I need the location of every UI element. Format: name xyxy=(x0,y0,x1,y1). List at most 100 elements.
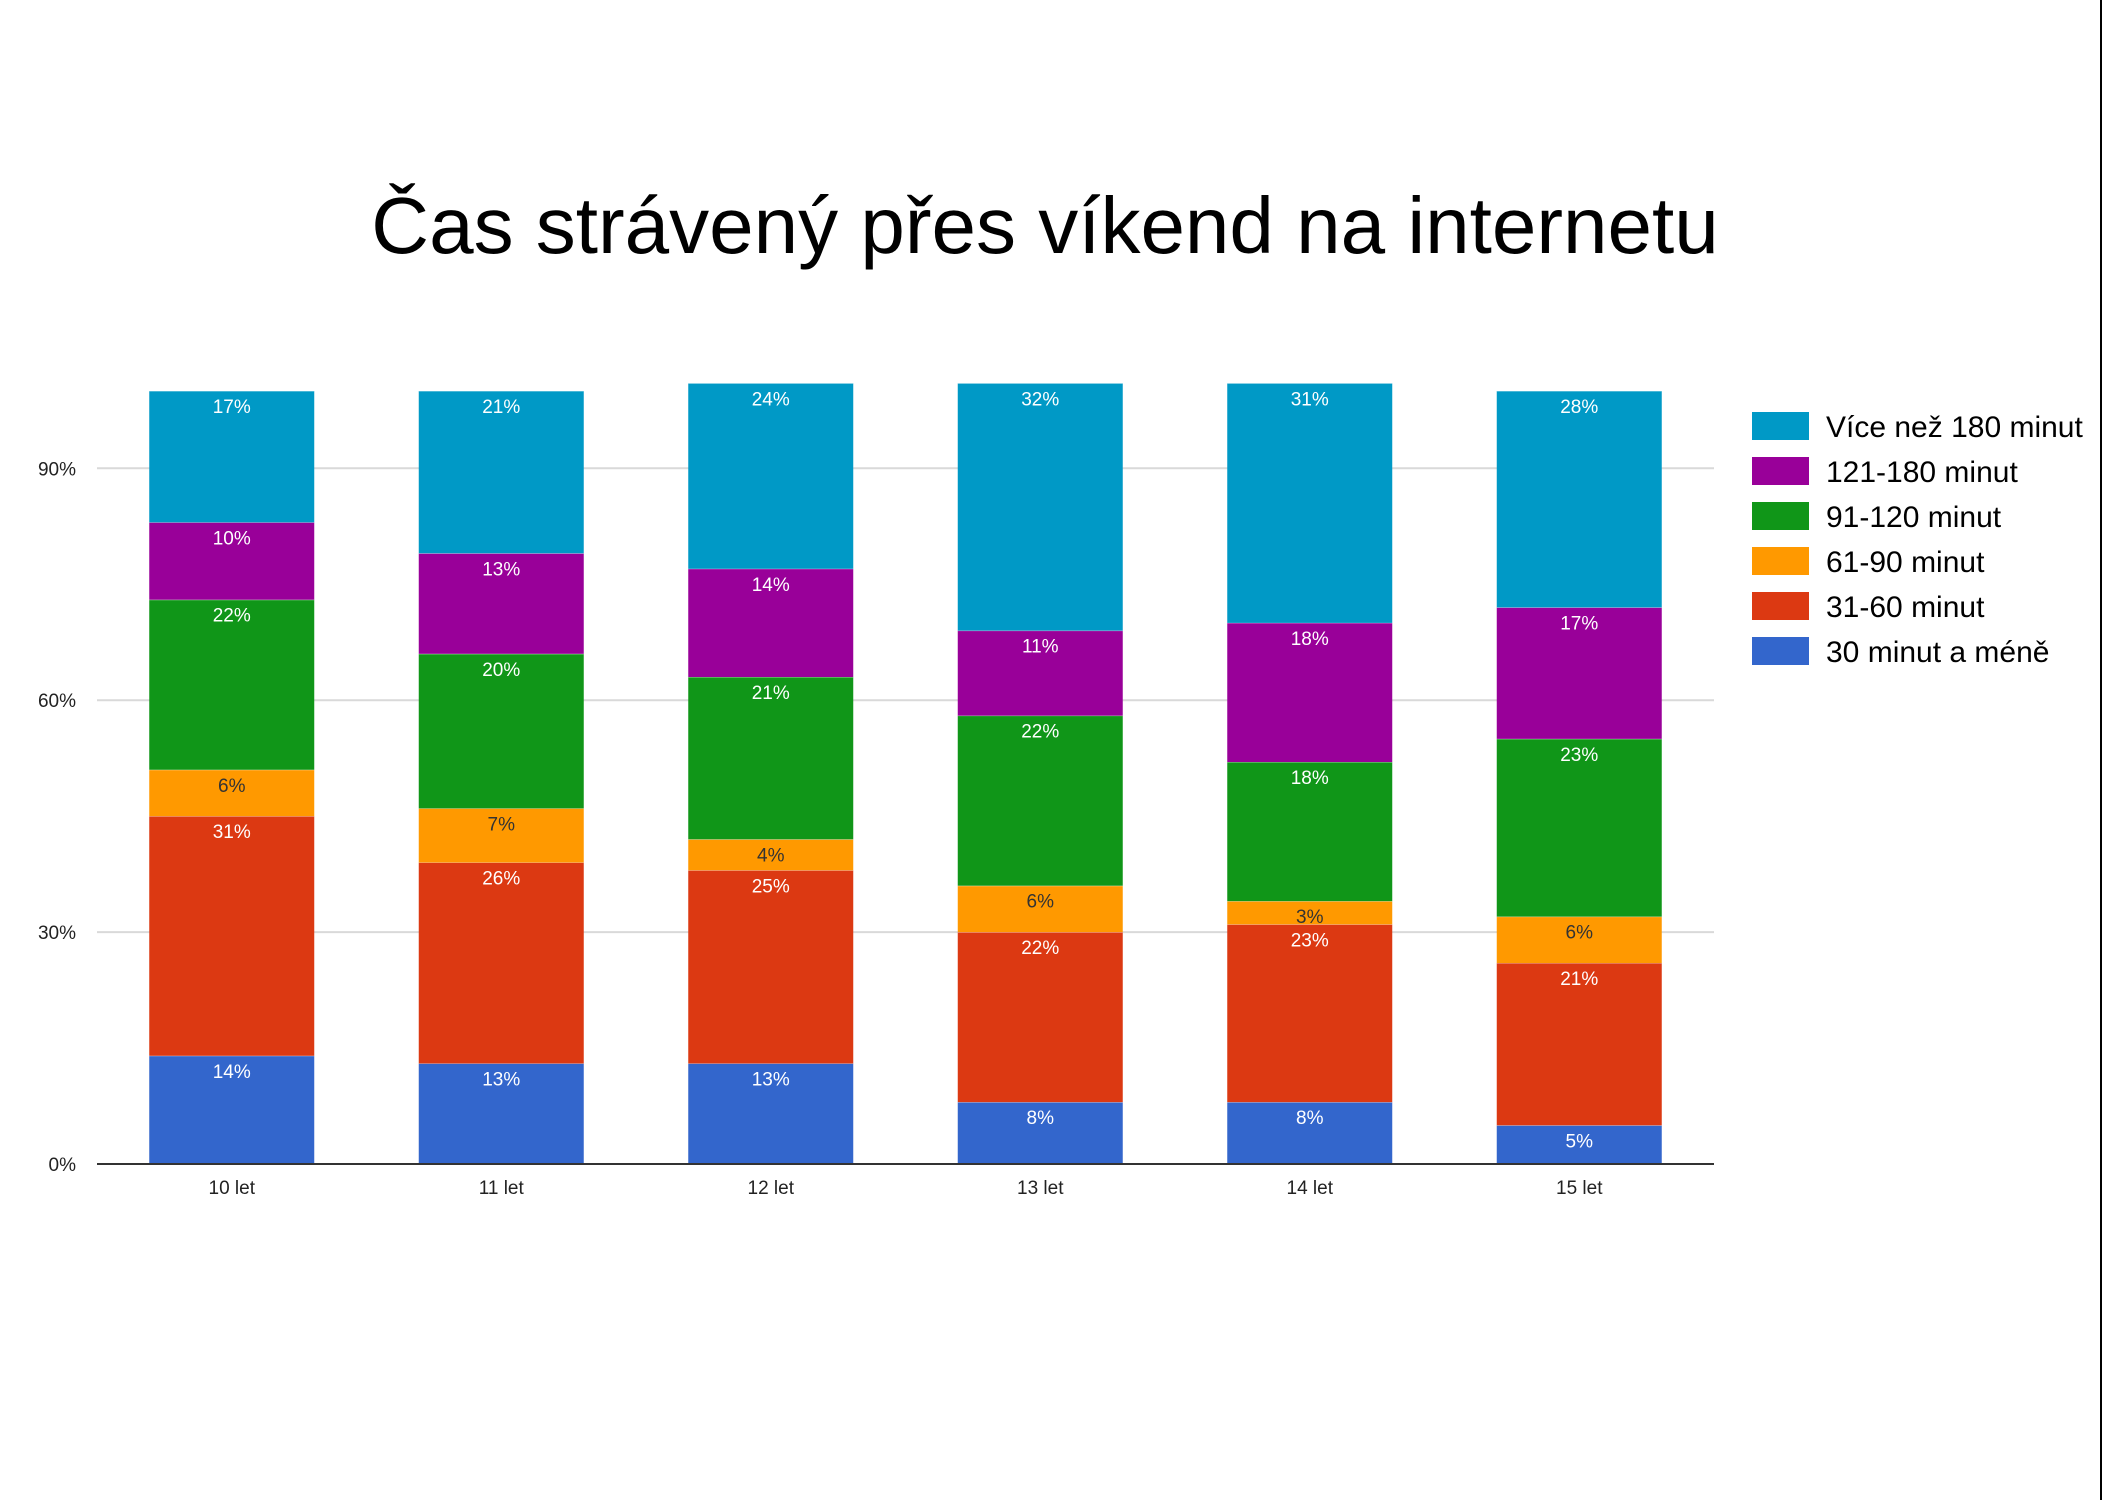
bar-segment xyxy=(688,839,854,871)
bar-segment xyxy=(688,383,854,569)
bar-segment xyxy=(1227,924,1393,1103)
bar-segment xyxy=(418,1063,584,1164)
data-label: 24% xyxy=(752,389,790,410)
bar-segment xyxy=(1496,1125,1662,1164)
data-label: 13% xyxy=(482,1070,520,1091)
bars xyxy=(149,382,1662,1164)
bar-segment xyxy=(418,553,584,654)
bar-segment xyxy=(149,816,315,1056)
axes: 0% 30% 60% 90% 10 let 11 let 12 let 13 let 14 le… xyxy=(38,459,1714,1199)
legend: Více než 180 minut 121-180 minut 91-120 mi… xyxy=(1752,411,2083,669)
data-label: 6% xyxy=(218,776,246,797)
legend-swatch xyxy=(1752,412,1809,440)
bar-segment xyxy=(418,808,584,863)
bar-segment xyxy=(1227,383,1393,623)
gridlines xyxy=(97,467,1714,934)
data-label: 3% xyxy=(1296,907,1324,928)
data-label: 22% xyxy=(1021,722,1059,743)
bar-segment xyxy=(1496,738,1662,917)
data-label: 21% xyxy=(1560,969,1598,990)
data-label: 31% xyxy=(1291,389,1329,410)
data-label: 20% xyxy=(482,660,520,681)
data-label: 13% xyxy=(482,559,520,580)
bar-segment xyxy=(957,383,1123,631)
data-label: 8% xyxy=(1027,1108,1055,1129)
bar-segment xyxy=(149,1055,315,1164)
bar-segment xyxy=(1496,391,1662,608)
data-label: 21% xyxy=(752,683,790,704)
data-label: 14% xyxy=(752,575,790,596)
x-tick-label: 10 let xyxy=(209,1178,256,1199)
data-labels: 14% 31% 6% 22% 10% 17% 13% 26% 7% 20% 13% 21% 13% 25%… xyxy=(213,389,1599,1152)
data-label: 6% xyxy=(1566,923,1594,944)
bar-segment xyxy=(149,522,315,600)
bar-segment xyxy=(688,870,854,1064)
bar-segment xyxy=(418,391,584,554)
bar-segment xyxy=(957,1102,1123,1164)
bar-segment xyxy=(957,715,1123,886)
bar-segment xyxy=(149,769,315,817)
data-label: 21% xyxy=(482,397,520,418)
data-label: 6% xyxy=(1027,892,1055,913)
x-tick-label: 14 let xyxy=(1287,1178,1334,1199)
data-label: 17% xyxy=(213,397,251,418)
data-label: 13% xyxy=(752,1070,790,1091)
legend-label: 31-60 minut xyxy=(1826,591,1985,624)
bar-segment xyxy=(1496,916,1662,964)
bar-segment xyxy=(688,568,854,678)
data-label: 10% xyxy=(213,528,251,549)
legend-label: 91-120 minut xyxy=(1826,501,2002,534)
bar-segment xyxy=(957,630,1123,716)
data-label: 14% xyxy=(213,1062,251,1083)
bar-segment xyxy=(1227,762,1393,902)
right-edge-line xyxy=(2100,0,2102,1500)
chart-title: Čas strávený přes víkend na internetu xyxy=(371,181,1719,270)
x-tick-label: 12 let xyxy=(748,1178,795,1199)
x-tick-label: 11 let xyxy=(479,1178,525,1199)
bar-segment xyxy=(418,862,584,1064)
y-tick-label: 60% xyxy=(38,691,76,712)
bar-segment xyxy=(688,1063,854,1164)
legend-label: Více než 180 minut xyxy=(1826,411,2083,444)
bar-segment xyxy=(1227,1102,1393,1164)
data-label: 23% xyxy=(1291,930,1329,951)
legend-label: 61-90 minut xyxy=(1826,546,1985,579)
data-label: 11% xyxy=(1022,637,1059,658)
bar-segment xyxy=(1496,607,1662,739)
bar-segment xyxy=(688,677,854,840)
legend-swatch xyxy=(1752,547,1809,575)
data-label: 25% xyxy=(752,876,790,897)
bar-segment xyxy=(149,599,315,770)
data-label: 32% xyxy=(1021,389,1059,410)
bar-segment xyxy=(957,885,1123,933)
data-label: 8% xyxy=(1296,1108,1324,1129)
data-label: 23% xyxy=(1560,745,1598,766)
x-tick-label: 13 let xyxy=(1017,1178,1064,1199)
data-label: 28% xyxy=(1560,397,1598,418)
y-tick-label: 30% xyxy=(38,923,76,944)
data-label: 5% xyxy=(1566,1131,1594,1152)
y-tick-label: 90% xyxy=(38,459,76,480)
data-label: 31% xyxy=(213,822,251,843)
data-label: 17% xyxy=(1560,613,1598,634)
data-label: 18% xyxy=(1291,629,1329,650)
legend-swatch xyxy=(1752,637,1809,665)
data-label: 7% xyxy=(488,814,516,835)
data-label: 18% xyxy=(1291,768,1329,789)
legend-swatch xyxy=(1752,457,1809,485)
bar-segment xyxy=(1496,963,1662,1126)
data-label: 26% xyxy=(482,869,520,890)
bar-segment xyxy=(957,932,1123,1103)
x-tick-label: 15 let xyxy=(1556,1178,1603,1199)
legend-swatch xyxy=(1752,502,1809,530)
legend-swatch xyxy=(1752,592,1809,620)
y-tick-label: 0% xyxy=(49,1155,77,1176)
bar-segment xyxy=(418,653,584,809)
bar-segment xyxy=(149,391,315,523)
data-label: 22% xyxy=(213,606,251,627)
bar-segment xyxy=(1227,901,1393,925)
legend-label: 121-180 minut xyxy=(1826,456,2018,489)
legend-label: 30 minut a méně xyxy=(1826,636,2049,669)
data-label: 22% xyxy=(1021,938,1059,959)
